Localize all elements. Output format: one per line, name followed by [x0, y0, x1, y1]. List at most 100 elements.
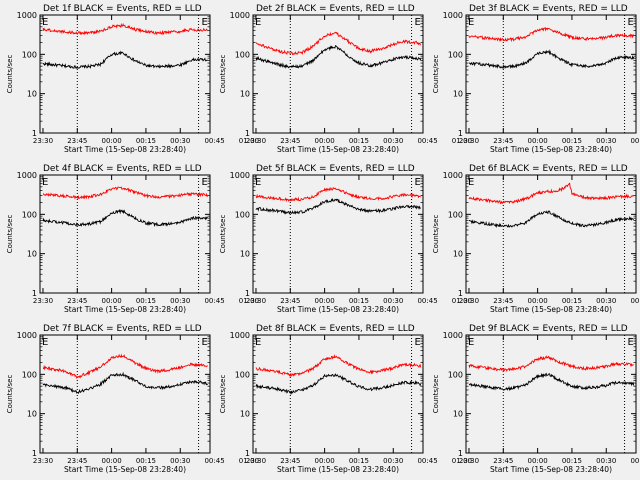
x-tick-label: 00:45 — [630, 457, 640, 465]
y-axis-label: Counts/sec — [432, 55, 440, 94]
events-series-line — [42, 50, 208, 70]
x-tick-label: 23:45 — [280, 137, 300, 145]
y-tick-label: 1000 — [230, 331, 250, 340]
events-series-line — [42, 208, 208, 228]
x-tick-label: 00:00 — [528, 297, 548, 305]
x-tick-label: 00:30 — [170, 457, 190, 465]
e-marker: E — [255, 177, 261, 188]
y-tick-label: 1 — [245, 129, 250, 138]
panel-title: Det 6f BLACK = Events, RED = LLD — [469, 164, 628, 174]
panel-title: Det 2f BLACK = Events, RED = LLD — [256, 4, 415, 14]
x-tick-label: 23:45 — [67, 457, 87, 465]
x-tick-label: 23:45 — [280, 297, 300, 305]
x-tick-label: 23:45 — [493, 457, 513, 465]
x-tick-label: 23:30 — [459, 297, 479, 305]
lld-series-line — [468, 26, 635, 43]
y-tick-label: 10 — [27, 410, 37, 419]
x-tick-label: 01:00 — [452, 457, 472, 465]
plot-frame — [39, 14, 211, 134]
x-tick-label: 01:00 — [239, 297, 259, 305]
x-tick-label: 00:15 — [349, 137, 369, 145]
x-tick-label: 01:00 — [239, 137, 259, 145]
y-tick-label: 100 — [22, 370, 37, 379]
events-series-line — [469, 210, 634, 229]
lld-series-line — [468, 182, 635, 205]
x-axis-label: Start Time (15-Sep-08 23:28:40) — [277, 145, 399, 154]
y-tick-label: 1 — [32, 129, 37, 138]
detector-panel: Det 5f BLACK = Events, RED = LLD Counts/s… — [219, 164, 472, 314]
x-tick-label: 00:15 — [349, 297, 369, 305]
y-axis-label: Counts/sec — [6, 55, 14, 94]
lld-series-line — [255, 354, 422, 378]
x-tick-label: 23:30 — [246, 297, 266, 305]
panel-title: Det 5f BLACK = Events, RED = LLD — [256, 164, 415, 174]
x-tick-label: 00:15 — [562, 297, 582, 305]
events-series-line — [255, 197, 421, 215]
e-marker: E — [255, 17, 261, 28]
x-tick-label: 00:45 — [417, 297, 437, 305]
events-series-line — [255, 373, 422, 396]
lld-series-line — [42, 22, 209, 36]
y-tick-label: 10 — [453, 250, 463, 259]
e-marker: E — [628, 17, 634, 28]
x-tick-label: 23:30 — [33, 137, 53, 145]
e-marker: E — [628, 177, 634, 188]
y-axis-label: Counts/sec — [6, 375, 14, 414]
panel-title: Det 3f BLACK = Events, RED = LLD — [469, 4, 628, 14]
y-tick-label: 1 — [245, 449, 250, 458]
plot-frame — [252, 334, 424, 454]
y-tick-label: 100 — [22, 50, 37, 59]
e-marker: E — [255, 337, 261, 348]
y-tick-label: 100 — [22, 210, 37, 219]
y-axis-label: Counts/sec — [432, 375, 440, 414]
y-tick-label: 100 — [235, 50, 250, 59]
x-tick-label: 00:45 — [417, 137, 437, 145]
e-marker: E — [628, 337, 634, 348]
panel-title: Det 7f BLACK = Events, RED = LLD — [43, 324, 202, 334]
x-tick-label: 00:15 — [136, 457, 156, 465]
y-tick-label: 1000 — [17, 331, 37, 340]
lld-series-line — [42, 186, 208, 200]
detector-panel: Det 1f BLACK = Events, RED = LLD Counts/s… — [6, 4, 259, 154]
detector-panel: Det 8f BLACK = Events, RED = LLD Counts/s… — [219, 324, 472, 474]
events-series-line — [468, 49, 635, 70]
detector-panel: Det 3f BLACK = Events, RED = LLD Counts/s… — [432, 4, 640, 154]
x-tick-label: 00:30 — [383, 457, 403, 465]
x-tick-label: 00:00 — [528, 457, 548, 465]
y-tick-label: 1000 — [17, 11, 37, 20]
plot-frame — [465, 334, 637, 454]
e-marker: E — [202, 17, 208, 28]
e-marker: E — [415, 17, 421, 28]
y-tick-label: 1000 — [443, 11, 463, 20]
y-tick-label: 10 — [27, 250, 37, 259]
y-tick-label: 1 — [458, 289, 463, 298]
x-tick-label: 23:45 — [280, 457, 300, 465]
x-tick-label: 23:30 — [459, 137, 479, 145]
x-tick-label: 23:30 — [459, 457, 479, 465]
y-tick-label: 10 — [453, 410, 463, 419]
events-series-line — [255, 45, 422, 69]
x-tick-label: 00:45 — [204, 297, 224, 305]
y-axis-label: Counts/sec — [6, 215, 14, 254]
y-axis-label: Counts/sec — [432, 215, 440, 254]
x-axis-label: Start Time (15-Sep-08 23:28:40) — [277, 465, 399, 474]
x-axis-label: Start Time (15-Sep-08 23:28:40) — [277, 305, 399, 314]
e-marker: E — [42, 337, 48, 348]
events-series-line — [468, 372, 635, 392]
x-tick-label: 00:30 — [170, 297, 190, 305]
x-tick-label: 00:00 — [102, 297, 122, 305]
lld-series-line — [468, 355, 634, 373]
x-tick-label: 00:45 — [417, 457, 437, 465]
x-tick-label: 00:30 — [596, 457, 616, 465]
y-tick-label: 10 — [240, 90, 250, 99]
y-tick-label: 100 — [448, 370, 463, 379]
y-tick-label: 1000 — [230, 171, 250, 180]
x-tick-label: 00:30 — [596, 297, 616, 305]
x-tick-label: 00:00 — [315, 137, 335, 145]
panel-title: Det 1f BLACK = Events, RED = LLD — [43, 4, 202, 14]
y-tick-label: 100 — [235, 370, 250, 379]
x-tick-label: 00:00 — [315, 457, 335, 465]
y-tick-label: 10 — [453, 90, 463, 99]
x-tick-label: 00:15 — [562, 457, 582, 465]
